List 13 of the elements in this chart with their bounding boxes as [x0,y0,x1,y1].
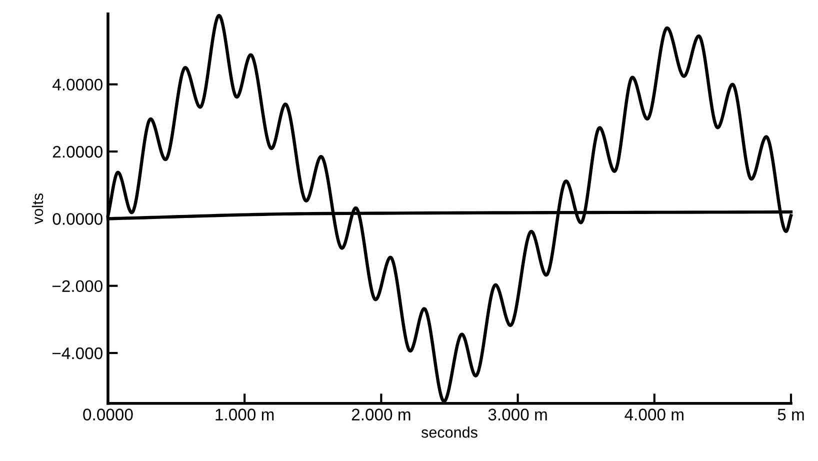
x-tick-label: 4.000 m [624,408,684,420]
y-tick-label: 4.0000 [52,78,102,91]
y-tick-label: 0.0000 [52,213,102,225]
x-tick-label: 2.000 m [352,408,410,420]
x-tick-label: 3.000 m [488,408,547,420]
x-tick-label: 0.0000 [83,408,133,420]
x-axis-title: seconds [421,426,478,438]
x-tick-label: 5 m [778,408,804,420]
y-tick-label: −2.000 [52,280,102,292]
y-axis-title: volts [32,193,44,224]
y-tick-label: −4.000 [52,347,102,360]
y-tick-label: 2.0000 [52,146,102,158]
x-tick-label: 1.000 m [216,408,274,420]
